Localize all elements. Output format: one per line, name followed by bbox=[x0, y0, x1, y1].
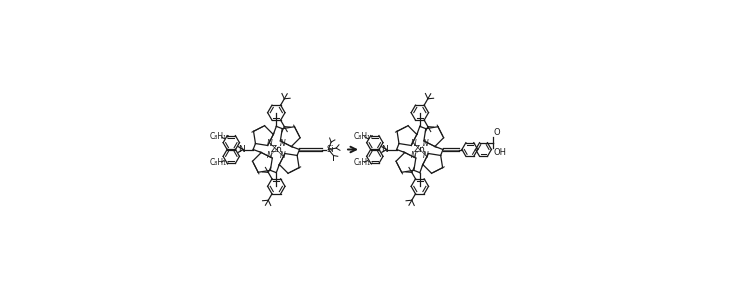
Text: C₈H₁₇: C₈H₁₇ bbox=[210, 132, 230, 141]
Text: N: N bbox=[279, 151, 285, 160]
Text: O: O bbox=[494, 128, 500, 137]
Text: N: N bbox=[411, 139, 416, 148]
Text: Zn: Zn bbox=[414, 145, 426, 154]
Text: N: N bbox=[238, 145, 245, 154]
Text: N: N bbox=[268, 151, 273, 160]
Text: N: N bbox=[411, 151, 416, 160]
Text: N: N bbox=[423, 151, 429, 160]
Text: OH: OH bbox=[494, 148, 506, 158]
Text: N: N bbox=[381, 145, 388, 154]
Text: Si: Si bbox=[327, 145, 334, 154]
Text: Zn: Zn bbox=[270, 145, 282, 154]
Text: N: N bbox=[268, 139, 273, 148]
Text: C₈H₁₇: C₈H₁₇ bbox=[353, 158, 373, 167]
Text: N: N bbox=[423, 139, 429, 148]
Text: C₈H₁₇: C₈H₁₇ bbox=[210, 158, 230, 167]
Text: N: N bbox=[279, 139, 285, 148]
Text: C₈H₁₇: C₈H₁₇ bbox=[353, 132, 373, 141]
